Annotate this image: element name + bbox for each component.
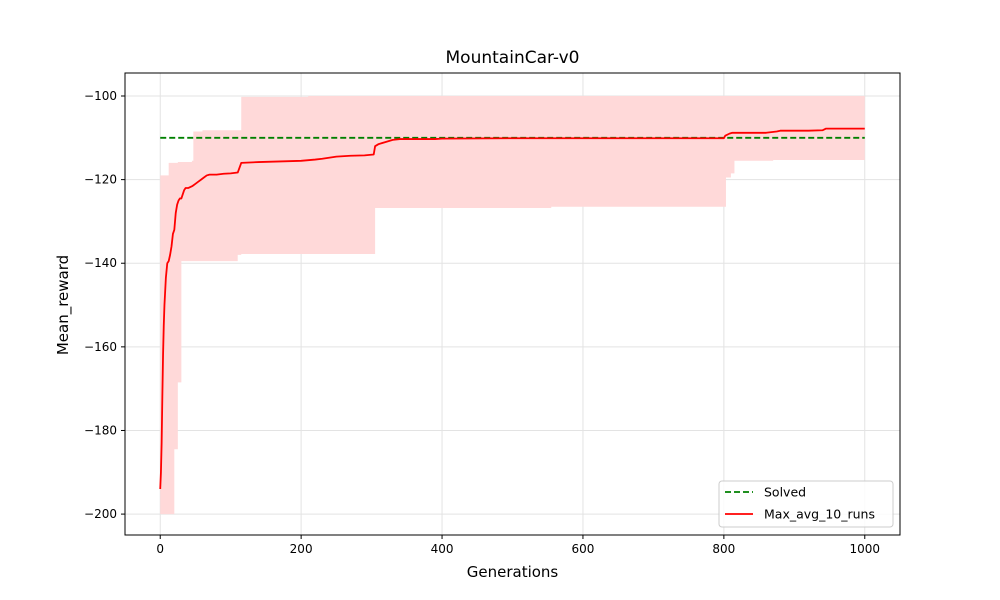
x-tick-label: 600 [572,542,595,556]
plot-frame [124,72,901,536]
legend-label-max-avg: Max_avg_10_runs [764,507,875,522]
x-tick-label: 200 [290,542,313,556]
y-tick-label: −200 [84,507,117,521]
y-tick-label: −140 [84,256,117,270]
x-tick-label: 1000 [849,542,880,556]
y-tick-label: −160 [84,340,117,354]
y-tick-label: −120 [84,173,117,187]
chart-title: MountainCar-v0 [446,48,580,68]
legend: Solved Max_avg_10_runs [718,480,894,528]
x-axis-label: Generations [467,563,559,581]
x-tick-label: 400 [431,542,454,556]
band-area [160,95,865,515]
series-lines [159,127,865,490]
legend-box [718,480,894,528]
legend-label-solved: Solved [764,485,806,500]
x-tick-label: 800 [712,542,735,556]
x-tick-label: 0 [156,542,164,556]
y-tick-label: −100 [84,89,117,103]
y-axis-label: Mean_reward [54,255,73,355]
y-tick-label: −180 [84,423,117,437]
series-line-1 [159,127,865,490]
axis-ticks: 0 200 400 600 800 1000 −200 −180 −160 −140 −120 −10… [84,89,880,556]
confidence-band [160,95,865,515]
